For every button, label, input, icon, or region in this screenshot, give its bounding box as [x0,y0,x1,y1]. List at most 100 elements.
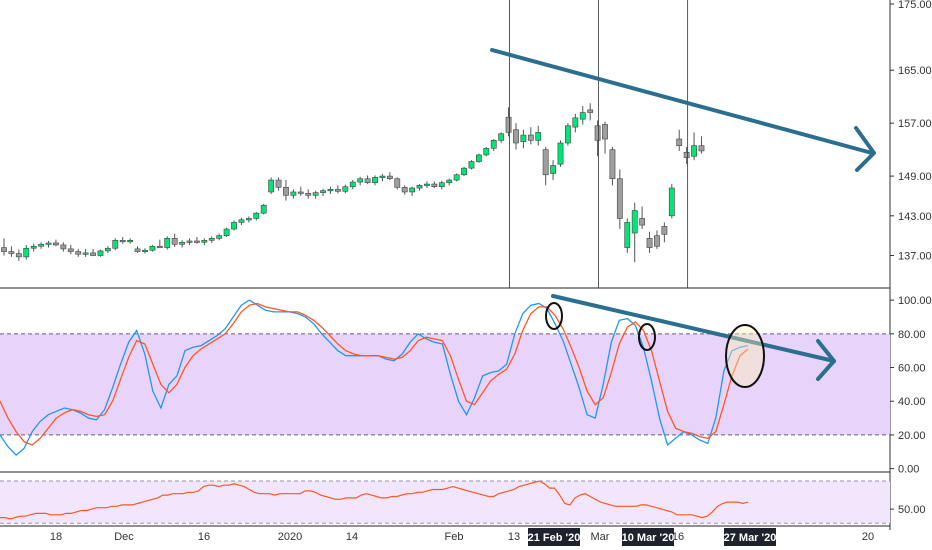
candle-body [38,243,44,247]
candle-body [542,149,549,176]
candle-body [30,245,37,249]
candle-body [668,187,675,217]
candle-body [394,178,401,188]
stochastic-tick-label: 80.00 [898,329,926,341]
rsi-line [0,480,749,520]
date-marker-label: 10 Mar '20 [622,528,674,546]
candle-body [379,175,386,178]
candle-body [409,187,415,193]
stochastic-tick-label: 100.00 [898,295,932,307]
rsi-pane: 50.00 [0,480,926,524]
candle-body [386,175,393,180]
candle-body [349,181,356,187]
pane-separators [0,287,890,527]
candle-body [475,154,482,162]
time-tick-label: 16 [672,531,684,543]
candle-body [401,187,408,193]
candle-body [231,222,237,230]
candle-body [112,240,119,249]
candle-body [327,189,334,192]
candle-body [602,124,608,140]
candle-body [446,179,453,184]
candle-body [624,222,631,248]
candle-body [557,142,564,165]
candle-body [60,244,67,250]
candle-body [201,240,208,243]
candle-body [661,226,668,235]
price-trendline-arrowhead [854,126,876,172]
stochastic-axis: 100.00 80.00 60.00 40.00 20.00 0.00 [890,295,932,476]
candle-body [372,177,378,184]
price-candles [1,103,705,263]
candle-body [334,189,341,192]
rsi-tick-label: 50.00 [898,504,926,516]
candle-body [127,240,134,243]
peak-highlight-circle [725,324,765,388]
price-tick-label: 165.00 [898,65,932,77]
candle-body [179,241,185,245]
price-tick-label: 149.00 [898,171,932,183]
stochastic-d-line [0,302,749,446]
candle-body [416,185,423,189]
candle-body [431,183,438,187]
candle-body [609,149,616,180]
candle-body [616,178,623,219]
candle-body [676,138,683,146]
candle-body [75,251,82,255]
candle-body [297,191,304,194]
candle-body [320,190,326,193]
candle-body [438,182,445,187]
candle-body [453,174,460,181]
time-tick-label: 16 [198,531,210,543]
price-tick-label: 143.00 [898,211,932,223]
candle-body [312,192,319,196]
candle-body [208,238,215,241]
candle-body [587,109,594,113]
candle-body [216,235,223,239]
time-tick-label: 20 [862,531,874,543]
stochastic-tick-label: 0.00 [898,464,919,476]
stochastic-band [0,333,890,435]
candle-body [342,186,349,192]
candle-body [550,165,556,174]
candle-body [275,179,282,188]
candle-body [90,252,96,256]
candle-body [513,129,519,144]
candle-body [238,219,245,223]
candle-body [268,179,275,193]
rsi-band [0,481,890,524]
candle-body [565,125,571,144]
time-tick-label: 14 [346,531,358,543]
candle-body [364,178,371,184]
candle-body [67,248,74,252]
time-tick-label: 13 [508,531,520,543]
rsi-axis: 50.00 [890,504,926,516]
date-marker-lines [509,0,689,288]
candle-body [490,140,497,149]
candle-body [594,125,601,141]
candle-body [15,253,22,258]
price-pane: 175.00 165.00 157.00 149.00 143.00 137.00 [1,0,932,530]
candle-body [527,134,534,141]
price-tick-label: 157.00 [898,118,932,130]
price-tick-label: 175.00 [898,0,932,11]
candle-body [1,247,7,252]
candle-body [520,134,527,142]
stochastic-pane: 100.00 80.00 60.00 40.00 20.00 0.00 [0,295,932,476]
candle-body [646,238,653,248]
candle-body [483,147,490,156]
price-trendline [490,48,874,155]
date-marker-text: 27 Mar '20 [724,532,777,544]
time-tick-label: 18 [50,531,62,543]
candle-body [698,145,705,152]
candle-body [194,240,200,243]
candle-body [142,249,148,253]
date-marker-text: 21 Feb '20 [528,532,581,544]
price-tick-label: 137.00 [898,251,932,263]
candle-body [357,178,364,183]
candle-body [290,191,297,196]
candle-body [631,210,638,234]
candle-body [283,187,289,196]
candle-body [45,242,52,245]
